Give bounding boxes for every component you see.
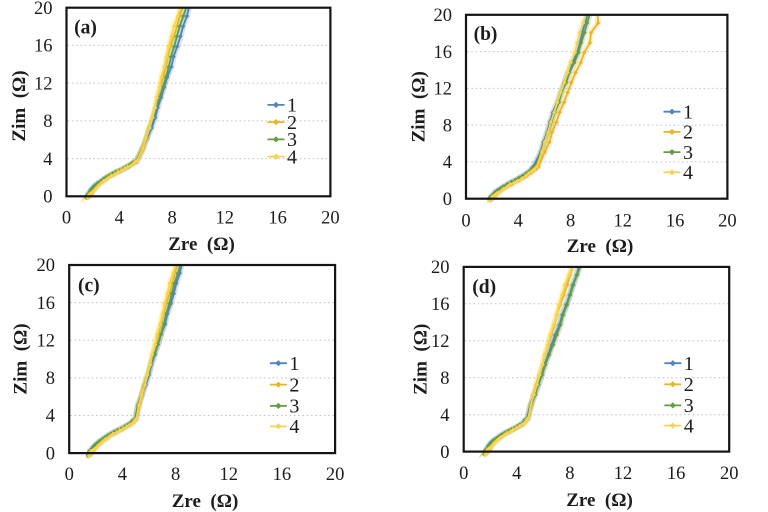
svg-text:12: 12 [614, 212, 633, 232]
svg-text:0: 0 [46, 444, 55, 464]
svg-text:0: 0 [62, 209, 71, 229]
svg-text:20: 20 [718, 212, 737, 232]
svg-text:4: 4 [514, 212, 523, 232]
svg-text:1: 1 [289, 353, 299, 375]
svg-text:2: 2 [289, 374, 299, 396]
svg-text:16: 16 [434, 43, 453, 63]
svg-text:(a): (a) [74, 18, 97, 39]
svg-text:4: 4 [440, 406, 449, 426]
svg-text:3: 3 [684, 395, 694, 417]
svg-text:4: 4 [43, 150, 52, 170]
svg-text:4: 4 [684, 415, 694, 437]
svg-text:Zre (Ω): Zre (Ω) [566, 490, 633, 511]
svg-text:12: 12 [216, 209, 235, 229]
svg-text:Zim (Ω): Zim (Ω) [411, 324, 432, 395]
svg-text:12: 12 [37, 331, 56, 351]
svg-text:3: 3 [683, 142, 693, 164]
svg-text:12: 12 [219, 465, 238, 485]
svg-text:20: 20 [326, 465, 345, 485]
svg-text:0: 0 [65, 465, 74, 485]
svg-text:8: 8 [46, 369, 55, 389]
svg-text:4: 4 [118, 465, 127, 485]
svg-text:12: 12 [614, 464, 633, 484]
svg-text:8: 8 [167, 209, 176, 229]
svg-text:(b): (b) [474, 24, 498, 45]
svg-text:4: 4 [683, 162, 693, 184]
svg-text:20: 20 [720, 464, 739, 484]
svg-text:0: 0 [43, 188, 52, 208]
svg-text:Zre (Ω): Zre (Ω) [567, 236, 634, 257]
svg-text:3: 3 [287, 129, 297, 151]
svg-text:4: 4 [289, 416, 299, 438]
svg-text:8: 8 [171, 465, 180, 485]
svg-text:Zim (Ω): Zim (Ω) [11, 323, 32, 394]
svg-text:16: 16 [431, 295, 450, 315]
svg-text:4: 4 [46, 407, 55, 427]
svg-text:16: 16 [667, 464, 686, 484]
svg-text:20: 20 [434, 6, 453, 26]
svg-text:0: 0 [461, 212, 470, 232]
svg-text:(d): (d) [472, 277, 496, 298]
svg-text:4: 4 [443, 153, 452, 173]
svg-text:12: 12 [431, 332, 450, 352]
svg-text:16: 16 [666, 212, 685, 232]
svg-text:8: 8 [566, 212, 575, 232]
svg-text:4: 4 [115, 209, 124, 229]
svg-text:8: 8 [565, 464, 574, 484]
svg-text:2: 2 [287, 112, 297, 134]
svg-text:16: 16 [37, 294, 56, 314]
svg-text:4: 4 [287, 146, 297, 168]
svg-text:8: 8 [440, 369, 449, 389]
svg-text:12: 12 [34, 74, 53, 94]
svg-text:20: 20 [37, 256, 56, 276]
svg-text:8: 8 [43, 112, 52, 132]
svg-text:1: 1 [683, 102, 693, 124]
svg-text:8: 8 [443, 116, 452, 136]
svg-text:2: 2 [684, 374, 694, 396]
svg-text:3: 3 [289, 396, 299, 418]
svg-text:1: 1 [287, 95, 297, 117]
svg-text:16: 16 [34, 37, 53, 57]
svg-text:0: 0 [459, 464, 468, 484]
svg-text:Zim (Ω): Zim (Ω) [9, 70, 30, 141]
svg-text:20: 20 [431, 258, 450, 278]
svg-text:12: 12 [434, 80, 453, 100]
svg-text:0: 0 [443, 190, 452, 210]
svg-text:(c): (c) [78, 276, 100, 297]
svg-text:20: 20 [321, 209, 340, 229]
svg-text:16: 16 [268, 209, 287, 229]
svg-text:2: 2 [683, 122, 693, 144]
svg-text:4: 4 [512, 464, 521, 484]
svg-text:0: 0 [440, 443, 449, 463]
svg-text:Zim (Ω): Zim (Ω) [409, 71, 430, 142]
svg-text:Zre (Ω): Zre (Ω) [172, 491, 239, 512]
svg-text:20: 20 [34, 0, 53, 19]
svg-text:1: 1 [684, 353, 694, 375]
svg-text:16: 16 [273, 465, 292, 485]
svg-text:Zre (Ω): Zre (Ω) [168, 234, 235, 255]
